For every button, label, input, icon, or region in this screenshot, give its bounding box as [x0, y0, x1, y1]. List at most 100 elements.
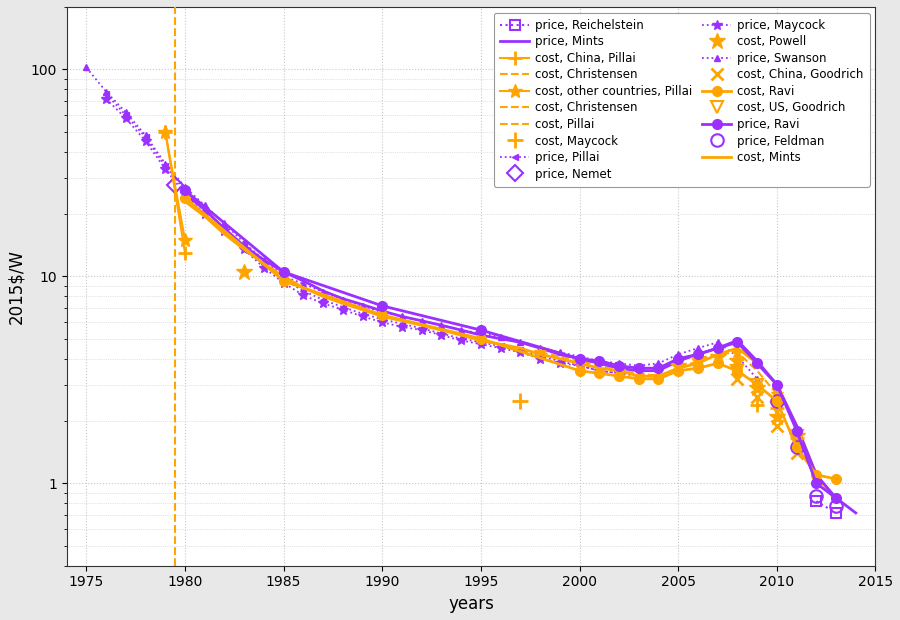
- price, Ravi: [180, 187, 191, 194]
- price, Swanson: [712, 339, 723, 346]
- price, Pillai: [258, 260, 269, 267]
- cost, Mints: [377, 312, 388, 320]
- price, Pillai: [298, 287, 309, 294]
- price, Maycock: [180, 190, 191, 198]
- price, Maycock: [535, 355, 545, 363]
- price, Mints: [614, 365, 625, 372]
- cost, Mints: [318, 293, 328, 300]
- price, Pillai: [238, 242, 249, 250]
- price, Mints: [535, 345, 545, 352]
- cost, Ravi: [752, 381, 762, 388]
- cost, Mints: [574, 360, 585, 367]
- cost, Mints: [180, 198, 191, 205]
- price, Swanson: [594, 357, 605, 365]
- price, Swanson: [475, 330, 486, 337]
- price, Maycock: [554, 360, 565, 367]
- price, Swanson: [673, 351, 684, 358]
- price, Pillai: [140, 133, 151, 141]
- cost, Christensen: [574, 357, 585, 365]
- price, Swanson: [180, 184, 191, 191]
- cost, Christensen: [771, 391, 782, 398]
- cost, Mints: [673, 365, 684, 372]
- price, Feldman: [831, 502, 842, 510]
- price, Maycock: [397, 323, 408, 330]
- cost, Christensen: [692, 357, 703, 365]
- cost, China, Goodrich: [791, 450, 802, 457]
- price, Pillai: [614, 370, 625, 377]
- cost, Ravi: [811, 471, 822, 479]
- Legend: price, Reichelstein, price, Mints, cost, China, Pillai, cost, Christensen, cost,: price, Reichelstein, price, Mints, cost,…: [494, 13, 869, 187]
- price, Pillai: [278, 275, 289, 283]
- price, Maycock: [357, 312, 368, 320]
- cost, US, Goodrich: [791, 432, 802, 440]
- price, Mints: [594, 360, 605, 367]
- price, Swanson: [436, 322, 447, 329]
- cost, Ravi: [653, 375, 664, 383]
- cost, Mints: [338, 299, 348, 307]
- Y-axis label: 2015$/W: 2015$/W: [7, 249, 25, 324]
- cost, China, Goodrich: [752, 394, 762, 401]
- price, Maycock: [455, 337, 466, 344]
- price, Pillai: [594, 367, 605, 374]
- price, Mints: [417, 317, 428, 324]
- price, Maycock: [377, 319, 388, 326]
- price, Ravi: [614, 362, 625, 370]
- cost, Christensen: [752, 367, 762, 374]
- price, Swanson: [634, 362, 644, 370]
- price, Swanson: [121, 108, 131, 116]
- cost, Christensen: [614, 367, 625, 374]
- price, Mints: [850, 509, 861, 516]
- cost, Mints: [475, 337, 486, 344]
- Line: price, Pillai: price, Pillai: [103, 91, 643, 379]
- cost, China, Goodrich: [771, 422, 782, 430]
- price, Pillai: [535, 353, 545, 360]
- cost, Ravi: [732, 367, 742, 374]
- price, Mints: [673, 357, 684, 365]
- Line: cost, China, Goodrich: cost, China, Goodrich: [731, 373, 803, 459]
- X-axis label: years: years: [448, 595, 494, 613]
- cost, China, Pillai: [160, 128, 171, 135]
- price, Mints: [634, 367, 644, 374]
- price, Reichelstein: [811, 497, 822, 505]
- cost, Mints: [535, 351, 545, 358]
- Line: price, Feldman: price, Feldman: [770, 395, 842, 512]
- price, Ravi: [831, 494, 842, 502]
- cost, US, Goodrich: [752, 381, 762, 388]
- price, Swanson: [377, 309, 388, 316]
- cost, Mints: [811, 471, 822, 479]
- cost, Ravi: [594, 370, 605, 377]
- price, Pillai: [436, 330, 447, 337]
- price, Mints: [554, 351, 565, 358]
- price, Swanson: [258, 256, 269, 264]
- cost, Mints: [752, 360, 762, 367]
- price, Pillai: [455, 335, 466, 342]
- price, Feldman: [811, 492, 822, 500]
- price, Pillai: [495, 342, 506, 350]
- price, Maycock: [594, 367, 605, 374]
- price, Maycock: [417, 326, 428, 334]
- price, Maycock: [574, 362, 585, 370]
- cost, Powell: [712, 353, 723, 360]
- cost, China, Goodrich: [732, 375, 742, 383]
- cost, Christensen: [712, 351, 723, 358]
- price, Maycock: [258, 264, 269, 272]
- price, Reichelstein: [831, 509, 842, 516]
- price, Pillai: [219, 225, 230, 232]
- Line: price, Maycock: price, Maycock: [101, 94, 624, 378]
- price, Mints: [436, 322, 447, 329]
- price, Mints: [653, 367, 664, 374]
- price, Ravi: [791, 427, 802, 434]
- Line: cost, Powell: cost, Powell: [670, 348, 805, 444]
- cost, Ravi: [475, 335, 486, 342]
- cost, Powell: [771, 413, 782, 420]
- price, Feldman: [771, 397, 782, 405]
- price, Mints: [338, 295, 348, 303]
- price, Swanson: [338, 296, 348, 304]
- price, Mints: [771, 381, 782, 388]
- cost, Powell: [752, 384, 762, 391]
- price, Mints: [258, 256, 269, 264]
- price, Swanson: [81, 64, 92, 71]
- price, Ravi: [673, 355, 684, 363]
- cost, Mints: [515, 345, 526, 352]
- price, Maycock: [298, 291, 309, 299]
